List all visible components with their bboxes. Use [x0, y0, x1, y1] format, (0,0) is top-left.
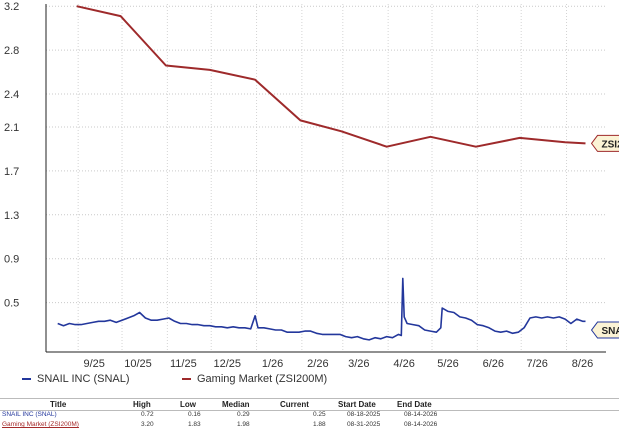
x-tick-label: 7/26	[526, 358, 547, 370]
row-low: 1.83	[188, 421, 201, 428]
table-header-rule	[0, 410, 619, 411]
x-tick-label: 5/26	[437, 358, 458, 370]
table-row-snal: SNAIL INC (SNAL) 0.72 0.16 0.29 0.25 08-…	[0, 411, 619, 420]
table-top-rule	[0, 398, 619, 399]
row-current: 0.25	[313, 411, 326, 418]
header-start-date: Start Date	[338, 400, 376, 409]
end-labels: SNAL: 0.25 ZSI200M: 1.88	[590, 134, 619, 339]
end-label-box	[590, 321, 619, 339]
end-label-text: ZSI200M: 1.88	[602, 139, 619, 150]
row-title[interactable]: Gaming Market (ZSI200M)	[2, 421, 79, 428]
y-tick-label: 2.4	[4, 89, 19, 101]
header-high: High	[133, 400, 151, 409]
x-tick-label: 12/25	[213, 358, 241, 370]
x-tick-label: 3/26	[348, 358, 369, 370]
x-tick-label: 4/26	[393, 358, 414, 370]
header-current: Current	[280, 400, 309, 409]
y-tick-label: 2.8	[4, 45, 19, 57]
legend-swatch-zsi200m	[182, 378, 191, 381]
end-label-zsi200m: ZSI200M: 1.88	[590, 134, 619, 152]
x-tick-label: 1/26	[262, 358, 283, 370]
axes: 3.2 2.8 2.4 2.1 1.7 1.3 0.9 0.5 9/25 10/25 11/25 12…	[4, 1, 606, 370]
y-tick-label: 0.9	[4, 254, 19, 266]
series-line-zsi200m	[76, 5, 586, 148]
legend-item-zsi200m: Gaming Market (ZSI200M)	[182, 373, 327, 385]
legend-label-zsi200m: Gaming Market (ZSI200M)	[197, 373, 328, 385]
line-chart: 3.2 2.8 2.4 2.1 1.7 1.3 0.9 0.5 9/25 10/25 11/25 12…	[4, 1, 619, 370]
row-end-date: 08-14-2026	[404, 421, 438, 428]
chart-legend: SNAIL INC (SNAL) Gaming Market (ZSI200M)	[22, 373, 612, 389]
y-tick-label: 3.2	[4, 1, 19, 13]
x-tick-label: 9/25	[83, 358, 104, 370]
end-label-text: SNAL: 0.25	[602, 326, 619, 337]
header-median: Median	[222, 400, 250, 409]
grid-lines	[46, 4, 606, 352]
table-row-zsi200m: Gaming Market (ZSI200M) 3.20 1.83 1.98 1…	[0, 421, 619, 430]
x-tick-label: 8/26	[572, 358, 593, 370]
x-tick-label: 2/26	[307, 358, 328, 370]
row-high: 3.20	[141, 421, 154, 428]
series-lines	[57, 5, 586, 341]
row-start-date: 08-31-2025	[347, 421, 381, 428]
row-title[interactable]: SNAIL INC (SNAL)	[2, 411, 57, 418]
legend-item-snal: SNAIL INC (SNAL)	[22, 373, 130, 385]
row-end-date: 08-14-2026	[404, 411, 438, 418]
y-tick-label: 1.7	[4, 166, 19, 178]
y-tick-label: 1.3	[4, 210, 19, 222]
x-tick-label: 10/25	[124, 358, 152, 370]
series-line-snal	[57, 277, 586, 341]
row-median: 1.98	[237, 421, 250, 428]
row-current: 1.88	[313, 421, 326, 428]
legend-label-snal: SNAIL INC (SNAL)	[37, 373, 130, 385]
row-median: 0.29	[237, 411, 250, 418]
y-tick-label: 2.1	[4, 122, 19, 134]
row-low: 0.16	[188, 411, 201, 418]
header-low: Low	[180, 400, 196, 409]
header-end-date: End Date	[397, 400, 432, 409]
table-header-row: Title High Low Median Current Start Date…	[0, 398, 619, 410]
end-label-box	[590, 134, 619, 152]
row-high: 0.72	[141, 411, 154, 418]
legend-swatch-snal	[22, 378, 31, 381]
end-label-snal: SNAL: 0.25	[590, 321, 619, 339]
header-title: Title	[50, 400, 67, 409]
y-tick-label: 0.5	[4, 298, 19, 310]
x-tick-label: 11/25	[170, 358, 197, 370]
row-start-date: 08-18-2025	[347, 411, 381, 418]
x-tick-label: 6/26	[483, 358, 504, 370]
